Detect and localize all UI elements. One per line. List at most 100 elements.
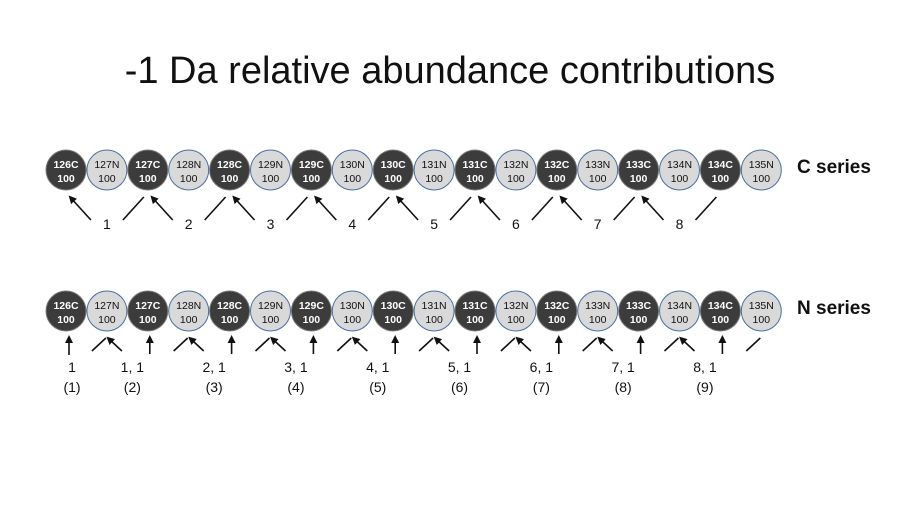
channel-value: 100: [180, 173, 198, 185]
c-channel-127N: 127N 100: [86, 149, 128, 191]
channel-name: 135N: [749, 159, 774, 171]
channel-circle: [331, 290, 373, 332]
line-from-next-N: [663, 337, 680, 352]
line-from-next-N: [173, 337, 189, 352]
arrow-diagonal: [351, 336, 368, 352]
channel-name: 129N: [258, 159, 283, 171]
channel-circle: [699, 290, 741, 332]
channel-value: 100: [384, 173, 402, 185]
channel-value: 100: [98, 173, 116, 185]
channel-circle: [659, 290, 700, 332]
n-contribution-count: (9): [696, 379, 713, 395]
channel-value: 100: [548, 173, 566, 185]
n-contribution-6: 5, 1 (6): [433, 335, 516, 395]
channel-name: 129N: [258, 300, 283, 312]
c-contribution-5: 5: [395, 195, 472, 232]
c-channel-135N: 135N 100: [740, 149, 782, 191]
channel-value: 100: [262, 314, 280, 326]
c-channel-129C: 129C 100: [290, 149, 332, 191]
line-from-N: [285, 196, 308, 221]
channel-name: 134C: [708, 300, 734, 312]
channel-value: 100: [384, 314, 402, 326]
channel-name: 130C: [381, 159, 407, 171]
arrow-diagonal: [515, 336, 532, 352]
channel-name: 133C: [626, 300, 652, 312]
c-channel-128N: 128N 100: [168, 149, 210, 191]
channel-value: 100: [630, 173, 648, 185]
n-channel-128N: 128N 100: [168, 290, 210, 332]
channel-name: 133C: [626, 159, 652, 171]
channel-circle: [740, 290, 782, 332]
channel-name: 126C: [53, 159, 79, 171]
arrow-diagonal: [597, 336, 614, 352]
channel-circle: [45, 149, 87, 191]
arrow-to-C: [559, 195, 583, 221]
c-contribution-8: 8: [641, 195, 717, 232]
n-contribution-label: 3, 1: [284, 359, 308, 375]
channel-value: 100: [507, 314, 525, 326]
n-channel-134N: 134N 100: [659, 290, 700, 332]
channel-value: 100: [344, 173, 362, 185]
channel-circle: [740, 149, 782, 191]
channel-name: 133N: [585, 300, 610, 312]
channel-value: 100: [753, 314, 771, 326]
channel-circle: [372, 149, 414, 191]
channel-name: 134N: [667, 300, 692, 312]
channel-name: 132C: [544, 300, 570, 312]
channel-name: 128C: [217, 159, 243, 171]
channel-name: 130N: [340, 159, 365, 171]
channel-name: 127N: [94, 300, 119, 312]
c-contribution-2: 2: [150, 195, 227, 232]
c-channel-133N: 133N 100: [577, 149, 619, 191]
n-channel-133C: 133C 100: [618, 290, 660, 332]
channel-name: 128N: [176, 300, 201, 312]
n-contribution-3: 2, 1 (3): [188, 335, 271, 395]
channel-circle: [127, 290, 169, 332]
n-channel-133N: 133N 100: [577, 290, 619, 332]
c-channel-131C: 131C 100: [454, 149, 496, 191]
channel-circle: [618, 290, 660, 332]
channel-circle: [168, 290, 210, 332]
line-from-next-N: [91, 337, 107, 352]
n-series-arrows: 1(1)1, 1(2)2, 1(3)3, 1(4)4, 1(5)5, 1(6)6…: [63, 335, 761, 395]
c-channel-132C: 132C 100: [536, 149, 578, 191]
c-channel-134N: 134N 100: [659, 149, 700, 191]
channel-name: 128N: [176, 159, 201, 171]
c-contribution-label: 3: [267, 216, 275, 232]
channel-value: 100: [98, 314, 116, 326]
n-contribution-8: 7, 1 (8): [597, 335, 680, 395]
channel-name: 127C: [135, 300, 161, 312]
c-contribution-label: 4: [348, 216, 356, 232]
channel-value: 100: [425, 314, 443, 326]
channel-name: 131N: [422, 300, 447, 312]
n-contribution-count: (3): [206, 379, 223, 395]
n-series-label: N series: [797, 298, 871, 319]
channel-circle: [168, 149, 210, 191]
channel-circle: [699, 149, 741, 191]
c-contribution-4: 4: [314, 195, 390, 232]
channel-value: 100: [221, 314, 239, 326]
arrow-to-C: [150, 195, 174, 221]
c-channel-129N: 129N 100: [250, 149, 291, 191]
channel-name: 133N: [585, 159, 610, 171]
c-series-arrows: 1 2 3 4 5 6 7 8: [68, 195, 717, 232]
channel-name: 131C: [462, 159, 488, 171]
line-from-N: [367, 196, 390, 221]
n-channel-131N: 131N 100: [413, 290, 455, 332]
n-contribution-label: 4, 1: [366, 359, 390, 375]
channel-circle: [290, 290, 332, 332]
channel-value: 100: [712, 173, 730, 185]
channel-circle: [290, 149, 332, 191]
channel-value: 100: [466, 173, 484, 185]
channel-circle: [454, 290, 496, 332]
channel-name: 128C: [217, 300, 243, 312]
line-from-next-N: [254, 337, 271, 352]
c-series-label: C series: [797, 157, 871, 178]
n-contribution-count: (4): [287, 379, 304, 395]
line-from-next-N: [418, 337, 434, 352]
n-contribution-2: 1, 1 (2): [106, 335, 189, 395]
channel-value: 100: [221, 173, 239, 185]
page-title: -1 Da relative abundance contributions: [124, 50, 776, 92]
channel-name: 134C: [708, 159, 734, 171]
channel-name: 129C: [299, 300, 325, 312]
